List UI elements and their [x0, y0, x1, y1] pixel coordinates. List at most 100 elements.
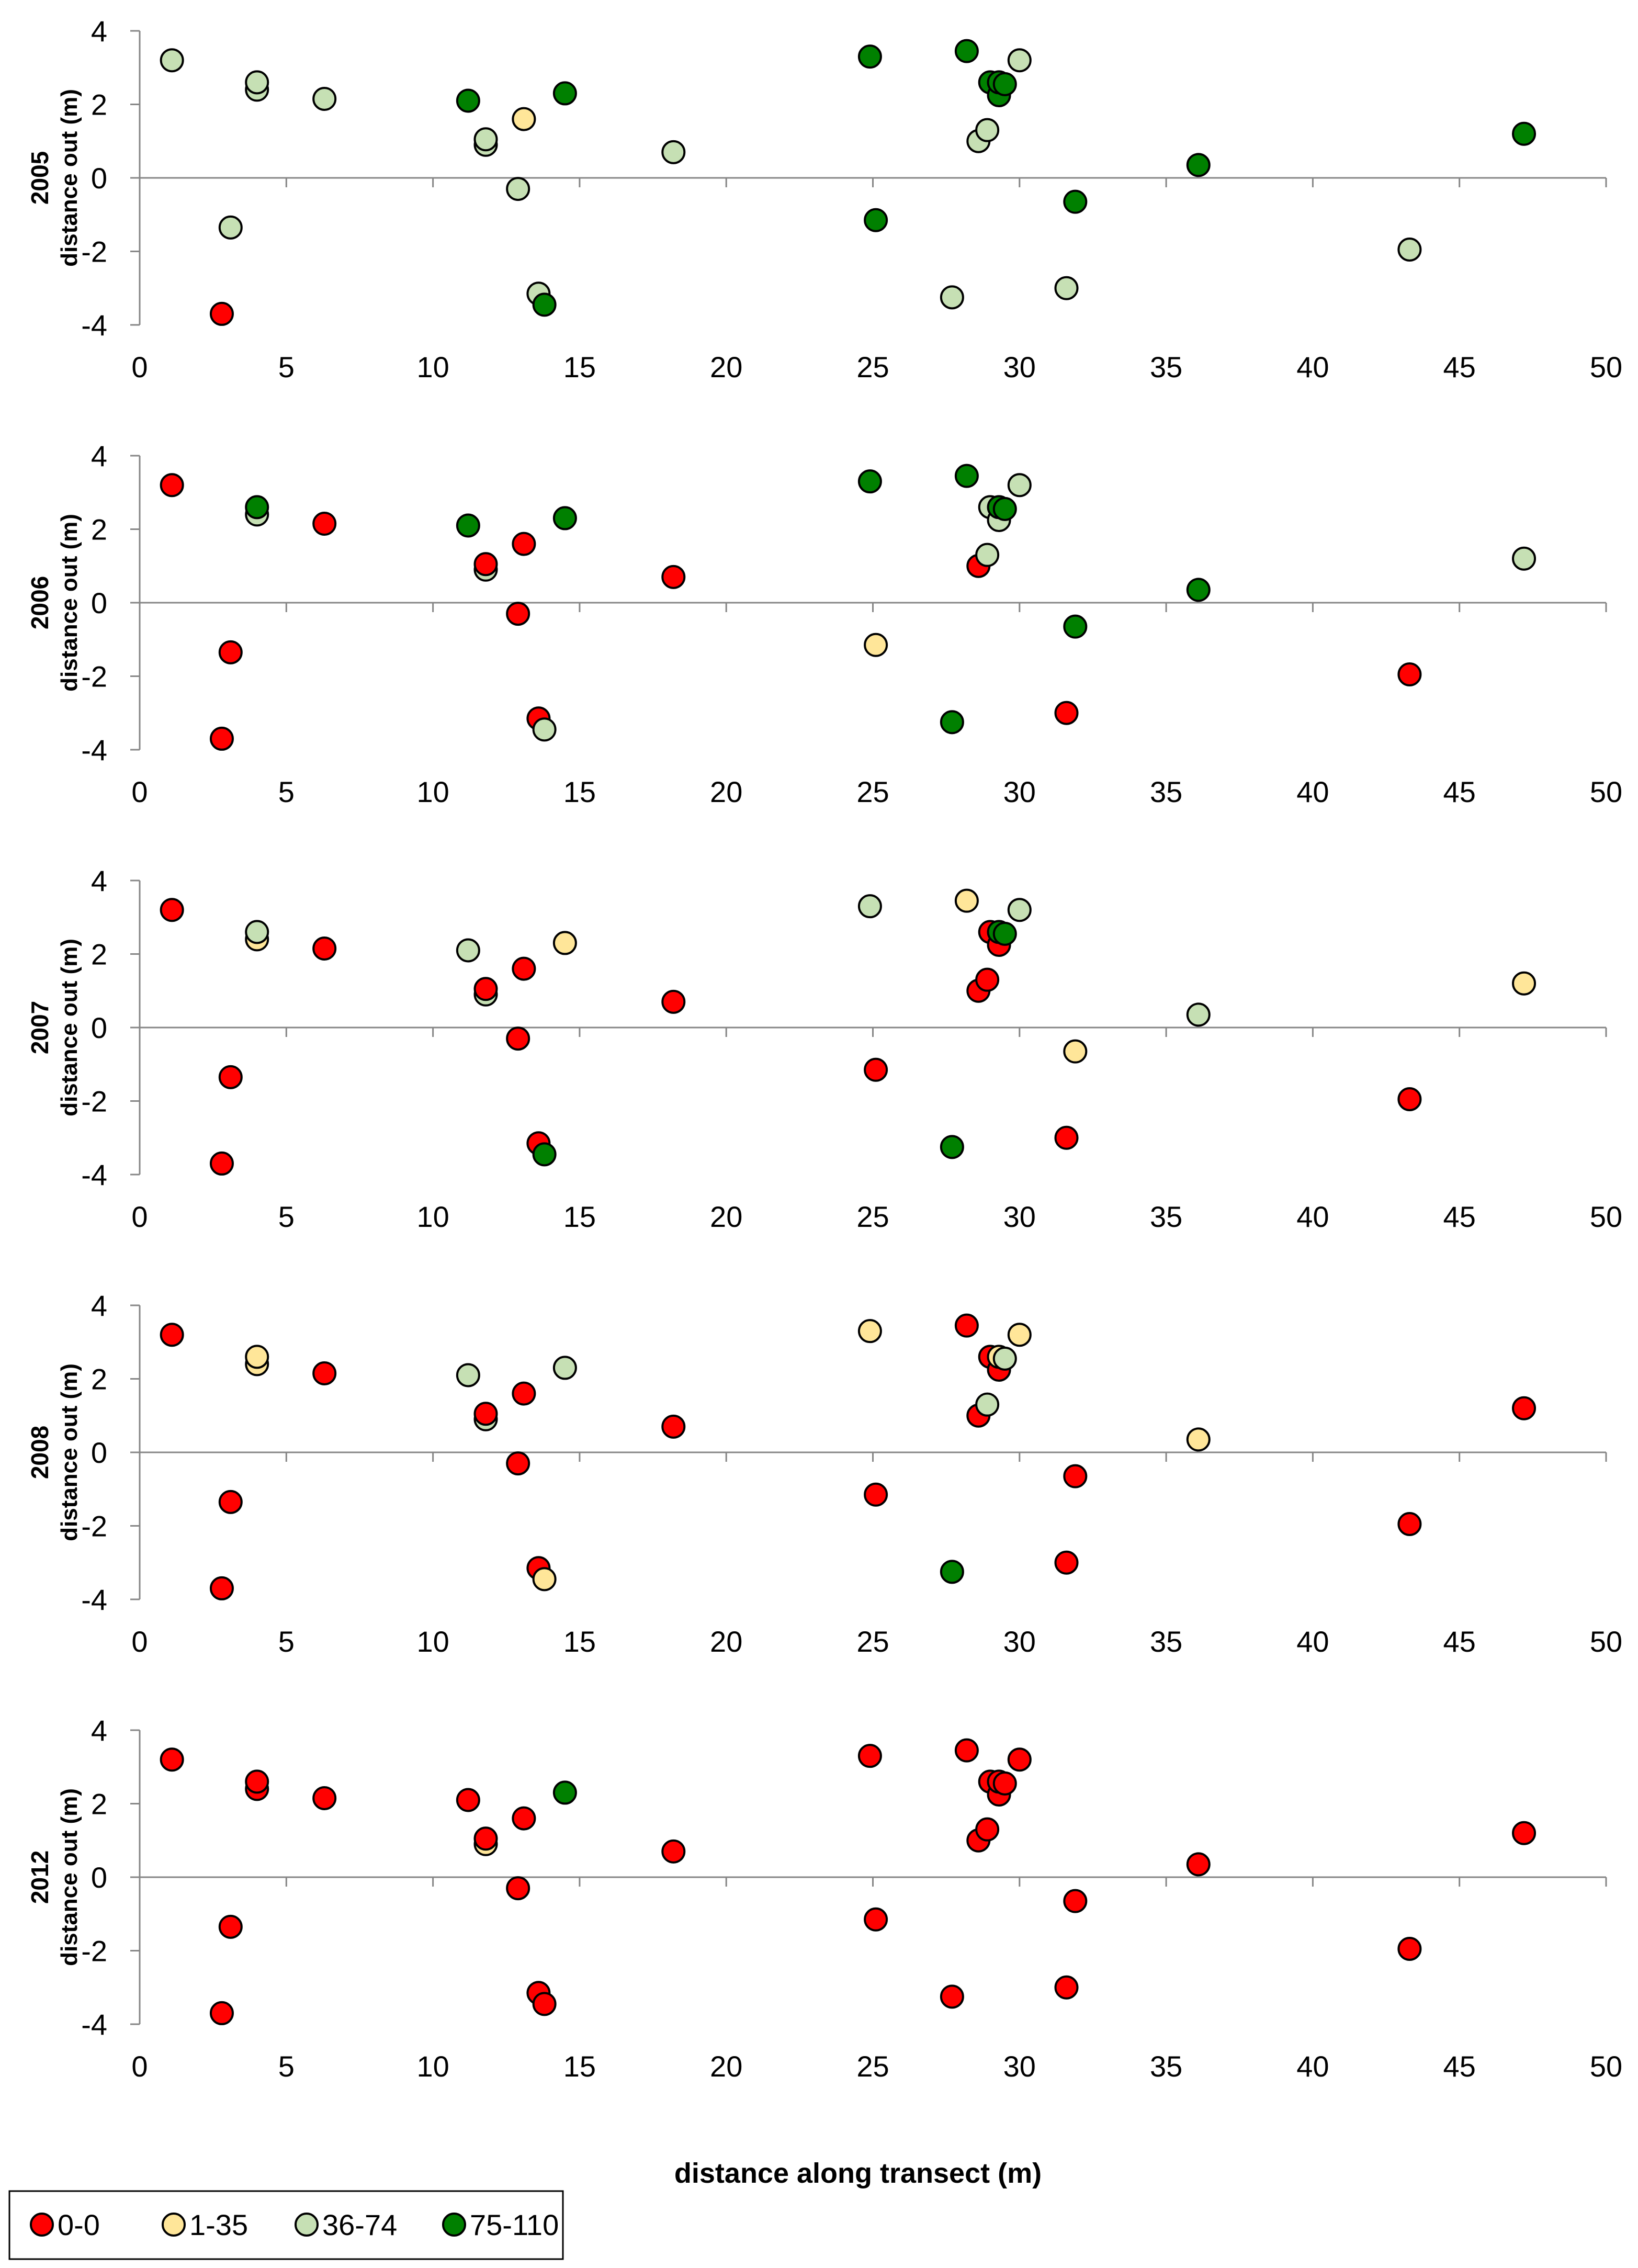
data-point	[513, 533, 535, 555]
x-tick-label: 15	[563, 775, 596, 808]
legend-item-0-0: 0-0	[31, 2208, 100, 2241]
data-point	[956, 1315, 978, 1337]
data-point	[220, 1066, 242, 1088]
data-point	[956, 40, 978, 62]
data-point	[1188, 154, 1210, 176]
x-tick-label: 45	[1443, 351, 1476, 383]
legend-label: 0-0	[58, 2208, 100, 2241]
y-axis-title: distance out (m)	[57, 514, 82, 692]
data-point	[1055, 1127, 1077, 1149]
data-point	[1064, 1041, 1086, 1063]
data-point	[161, 899, 183, 921]
data-point	[457, 1789, 479, 1811]
panel-year-label: 2007	[26, 1001, 53, 1054]
y-tick-label: 4	[91, 15, 107, 48]
x-tick-label: 25	[856, 1200, 889, 1233]
panel-year-label: 2012	[26, 1850, 53, 1904]
data-point	[865, 1909, 887, 1931]
x-tick-label: 10	[416, 351, 449, 383]
y-tick-label: 0	[91, 1011, 107, 1044]
data-point	[1188, 579, 1210, 601]
data-point	[941, 711, 963, 733]
legend-marker	[443, 2214, 465, 2236]
x-tick-label: 50	[1590, 1625, 1622, 1658]
data-point	[246, 496, 268, 518]
x-tick-label: 15	[563, 2050, 596, 2083]
data-point	[507, 1877, 529, 1899]
data-point	[513, 1383, 535, 1405]
x-tick-label: 5	[278, 775, 295, 808]
data-point	[475, 128, 497, 150]
legend-label: 75-110	[470, 2208, 559, 2241]
x-tick-label: 35	[1150, 351, 1182, 383]
y-tick-label: 0	[91, 586, 107, 619]
data-point	[475, 1827, 497, 1849]
data-point	[534, 718, 556, 740]
x-tick-label: 30	[1003, 2050, 1036, 2083]
data-point	[956, 890, 978, 912]
x-tick-label: 5	[278, 1200, 295, 1233]
x-tick-label: 10	[416, 775, 449, 808]
x-tick-label: 25	[856, 351, 889, 383]
x-tick-label: 15	[563, 351, 596, 383]
data-point	[475, 978, 497, 1000]
panel-year-label: 2008	[26, 1426, 53, 1479]
x-tick-label: 20	[710, 1625, 742, 1658]
data-point	[1398, 663, 1420, 685]
x-tick-label: 0	[131, 775, 148, 808]
data-point	[865, 1484, 887, 1506]
y-tick-label: -4	[81, 734, 107, 766]
data-point	[976, 1819, 998, 1841]
x-tick-label: 45	[1443, 1625, 1476, 1658]
data-point	[313, 1362, 335, 1384]
y-tick-label: 2	[91, 513, 107, 546]
data-point	[859, 895, 881, 917]
x-tick-label: 25	[856, 2050, 889, 2083]
data-point	[976, 969, 998, 991]
data-point	[554, 1357, 576, 1379]
x-tick-label: 20	[710, 1200, 742, 1233]
data-point	[161, 474, 183, 496]
x-tick-label: 20	[710, 351, 742, 383]
data-point	[1064, 1890, 1086, 1912]
x-tick-label: 15	[563, 1625, 596, 1658]
data-point	[1064, 191, 1086, 213]
data-point	[859, 46, 881, 67]
x-tick-label: 0	[131, 2050, 148, 2083]
y-tick-label: 2	[91, 938, 107, 971]
data-point	[161, 1324, 183, 1346]
legend-marker	[31, 2214, 53, 2236]
data-point	[554, 507, 576, 529]
x-tick-label: 10	[416, 1200, 449, 1233]
data-point	[554, 932, 576, 954]
legend-label: 1-35	[189, 2208, 248, 2241]
x-tick-label: 10	[416, 2050, 449, 2083]
data-point	[859, 1745, 881, 1767]
x-tick-label: 5	[278, 351, 295, 383]
data-point	[534, 1143, 556, 1165]
data-point	[457, 939, 479, 961]
data-point	[475, 553, 497, 575]
data-point	[507, 1028, 529, 1050]
panel-year-label: 2005	[26, 151, 53, 205]
data-point	[994, 1348, 1016, 1370]
data-point	[220, 217, 242, 239]
data-point	[457, 1364, 479, 1386]
data-point	[1055, 1552, 1077, 1574]
data-point	[662, 1416, 684, 1438]
x-tick-label: 5	[278, 1625, 295, 1658]
y-tick-label: 0	[91, 1861, 107, 1894]
x-tick-label: 10	[416, 1625, 449, 1658]
x-tick-label: 30	[1003, 775, 1036, 808]
data-point	[211, 728, 233, 750]
data-point	[1398, 1088, 1420, 1110]
x-tick-label: 5	[278, 2050, 295, 2083]
legend-marker	[163, 2214, 185, 2236]
data-point	[246, 71, 268, 93]
data-point	[941, 1985, 963, 2007]
data-point	[994, 923, 1016, 945]
data-point	[507, 178, 529, 200]
x-tick-label: 45	[1443, 1200, 1476, 1233]
data-point	[956, 465, 978, 487]
